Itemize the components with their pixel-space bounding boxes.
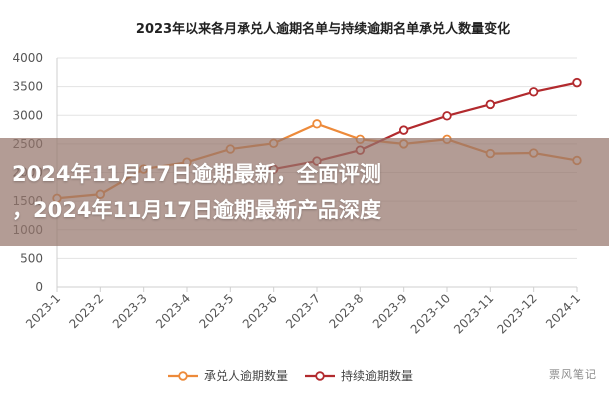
legend: 承兑人逾期数量 持续逾期数量 [168, 368, 413, 383]
y-tick-label: 500 [20, 251, 43, 265]
series-2-point [442, 111, 452, 121]
x-tick-label: 2023-10 [408, 291, 453, 336]
y-tick-label: 3000 [12, 108, 43, 122]
watermark: 票风笔记 [549, 368, 597, 381]
x-axis: 2023-1 2023-2 2023-3 2023-4 2023-5 2023-6 2023… [23, 286, 583, 337]
headline-line-2: ，2024年11月17日逾期最新产品深度 [12, 198, 381, 222]
y-tick-label: 3500 [12, 80, 43, 94]
x-tick-label: 2023-7 [283, 291, 323, 331]
legend-swatch-marker [315, 371, 325, 381]
x-tick-label: 2023-3 [110, 291, 150, 331]
legend-swatch-marker [178, 371, 188, 381]
y-tick-label: 4000 [12, 51, 43, 65]
x-tick-label: 2023-2 [66, 291, 106, 331]
x-tick-label: 2023-1 [23, 291, 63, 331]
series-2-point [398, 125, 409, 135]
legend-item-2: 持续逾期数量 [305, 368, 413, 383]
x-tick-label: 2024-1 [543, 291, 583, 331]
x-tick-label: 2023-12 [494, 291, 539, 336]
x-tick-label: 2023-4 [153, 291, 193, 331]
series-2-point [485, 99, 496, 110]
chart-title: 2023年以来各月承兑人逾期名单与持续逾期名单承兑人数量变化 [136, 21, 510, 37]
x-tick-label: 2023-6 [240, 291, 280, 331]
headline-line-1: 2024年11月17日逾期最新，全面评测 [12, 162, 381, 186]
headline-overlay: 2024年11月17日逾期最新，全面评测 ，2024年11月17日逾期最新产品深… [0, 138, 609, 246]
series-2-point [572, 77, 582, 88]
x-tick-label: 2023-9 [370, 291, 410, 331]
x-tick-label: 2023-11 [451, 291, 496, 336]
x-tick-label: 2023-5 [196, 291, 236, 331]
legend-label: 承兑人逾期数量 [204, 368, 288, 383]
legend-label: 持续逾期数量 [341, 368, 413, 383]
legend-item-1: 承兑人逾期数量 [168, 368, 288, 383]
y-tick-label: 0 [35, 280, 43, 294]
x-tick-label: 2023-8 [326, 291, 366, 331]
series-2-point [528, 87, 539, 97]
series-1-point [312, 119, 322, 129]
